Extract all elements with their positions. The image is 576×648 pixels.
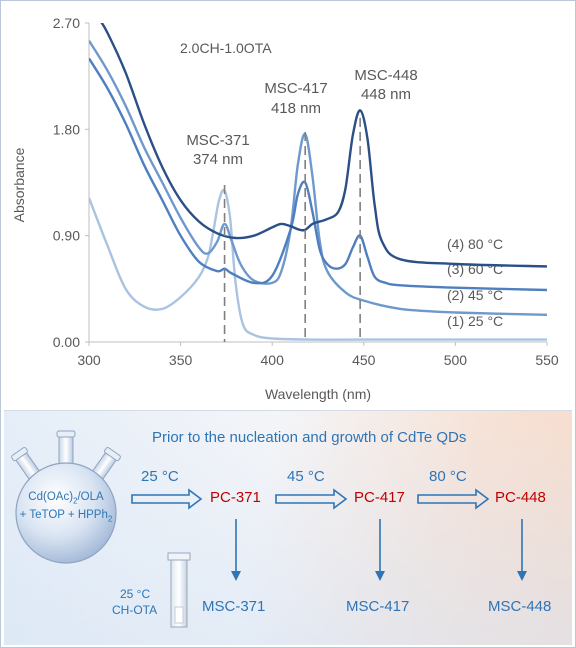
series-label-4: (4) 80 °C [447, 236, 503, 252]
absorbance-chart: 300 350 400 450 500 550 0.00 0.90 1.80 2.70 (1) 25… [11, 15, 559, 402]
annotation-label-1: MSC-371 [186, 132, 249, 149]
precursor-pc-371: PC-371 [210, 489, 261, 506]
arrows [131, 488, 527, 581]
axes: 300 350 400 450 500 550 0.00 0.90 1.80 2.70 (1) 25… [53, 15, 559, 368]
flask-line2: + TeTOP + HPPh2 [19, 509, 113, 524]
series-line-1 [89, 188, 547, 341]
scheme-title: Prior to the nucleation and growth of Cd… [152, 429, 467, 446]
product-msc-448: MSC-448 [488, 598, 552, 615]
x-axis-label: Wavelength (nm) [265, 386, 371, 402]
y-tick-label: 0.00 [53, 334, 80, 350]
annotation-wavelength-3: 448 nm [361, 86, 411, 103]
series-line-4 [100, 23, 547, 268]
down-arrow-3-head [517, 571, 527, 581]
cuvette-icon [167, 552, 191, 628]
x-tick-label: 350 [169, 352, 193, 368]
cuvette-label: CH-OTA [112, 603, 158, 617]
annotation-wavelength-1: 374 nm [193, 151, 243, 168]
step-2-temp: 45 °C [287, 468, 325, 485]
flask-icon [11, 430, 121, 564]
annotation-wavelength-2: 418 nm [271, 100, 321, 117]
x-tick-label: 500 [444, 352, 468, 368]
flask-line1: Cd(OAc)2/OLA [28, 491, 104, 506]
annotations: MSC-371 374 nm MSC-417 418 nm MSC-448 448 nm [186, 67, 418, 342]
flask-reagents: Cd(OAc)2/OLA + TeTOP + HPPh2 [16, 490, 116, 527]
down-arrow-2-head [375, 571, 385, 581]
annotation-label-2: MSC-417 [264, 80, 327, 97]
series-group [89, 23, 547, 341]
y-tick-label: 2.70 [53, 15, 80, 31]
y-tick-label: 0.90 [53, 228, 80, 244]
x-tick-label: 450 [352, 352, 376, 368]
precursor-pc-448: PC-448 [495, 489, 546, 506]
scheme-graphics [11, 430, 527, 628]
x-tick-label: 550 [535, 352, 559, 368]
x-tick-label: 400 [261, 352, 285, 368]
series-label-1: (1) 25 °C [447, 313, 503, 329]
precursor-pc-417: PC-417 [354, 489, 405, 506]
cuvette-temp: 25 °C [120, 587, 151, 601]
chart-title: 2.0CH-1.0OTA [180, 40, 272, 56]
y-tick-label: 1.80 [53, 121, 80, 137]
annotation-label-3: MSC-448 [354, 67, 417, 84]
product-msc-417: MSC-417 [346, 598, 410, 615]
synthesis-scheme: Prior to the nucleation and growth of Cd… [4, 410, 572, 645]
step-1-temp: 25 °C [141, 468, 179, 485]
series-label-2: (2) 45 °C [447, 287, 503, 303]
y-axis-label: Absorbance [11, 147, 27, 222]
arrow-step-2 [275, 488, 348, 510]
x-tick-label: 300 [77, 352, 101, 368]
product-msc-371: MSC-371 [202, 598, 266, 615]
down-arrow-1-head [231, 571, 241, 581]
arrow-step-3 [417, 488, 490, 510]
series-line-3 [89, 57, 547, 292]
series-line-2 [89, 40, 547, 316]
arrow-step-1 [131, 488, 203, 510]
step-3-temp: 80 °C [429, 468, 467, 485]
